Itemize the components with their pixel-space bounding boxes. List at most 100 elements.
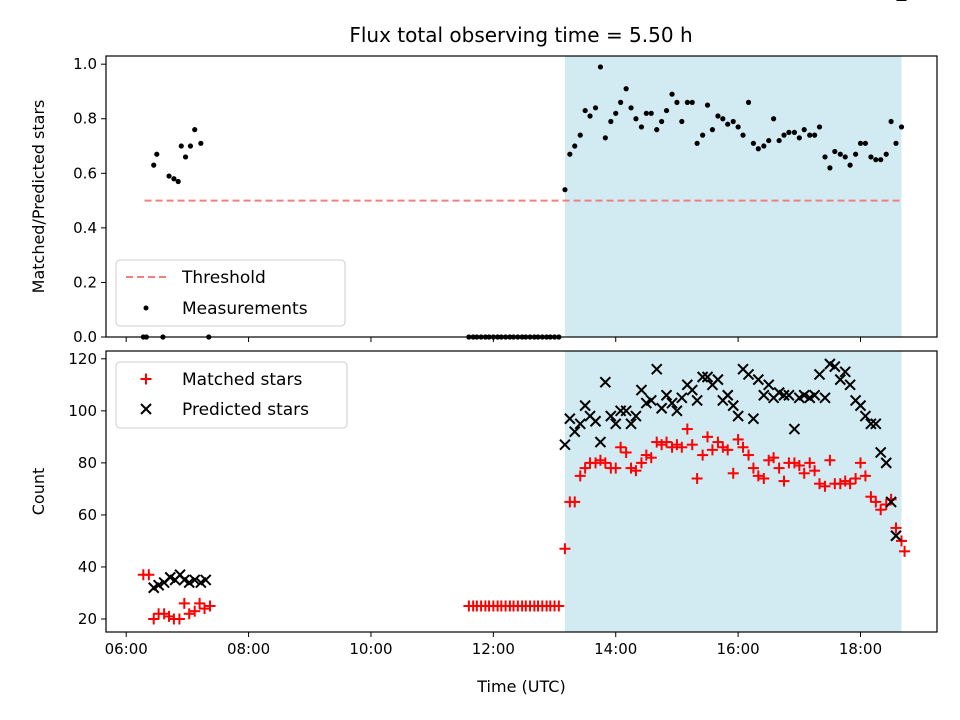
predicted-star-point	[854, 399, 867, 412]
predicted-star-point	[798, 389, 810, 401]
matched-star-point	[630, 465, 642, 477]
predicted-star-point	[885, 496, 897, 508]
matched-star-point	[875, 504, 887, 516]
predicted-star-point	[788, 423, 801, 435]
matched-star-point	[559, 543, 571, 555]
y-tick-label: 60	[78, 506, 97, 524]
predicted-star-point	[808, 389, 821, 401]
measurement-point	[618, 99, 624, 105]
x-tick-label: 18:00	[839, 640, 882, 658]
matched-star-point	[839, 475, 851, 487]
predicted-star-point	[625, 418, 637, 430]
predicted-star-point	[763, 379, 775, 391]
top-y-axis-label: Matched/Predicted stars	[29, 100, 48, 294]
predicted-star-point	[635, 384, 648, 396]
matched-star-point	[859, 470, 871, 482]
matched-star-point	[569, 496, 581, 508]
matched-star-point	[717, 441, 729, 453]
x-tick-label: 14:00	[594, 640, 637, 658]
matched-star-point	[752, 470, 764, 482]
y-tick-label: 0.6	[73, 164, 97, 182]
top-y-axis: 0.0 0.2 0.4 0.6 0.8 1.0	[73, 55, 106, 346]
matched-star-point	[804, 457, 816, 469]
matched-star-point	[743, 449, 755, 461]
predicted-star-point	[152, 579, 165, 591]
matched-star-point	[850, 472, 862, 484]
measurement-point	[684, 99, 690, 105]
measurement-point	[832, 148, 838, 155]
bottom-legend-box	[115, 361, 348, 429]
matched-star-point	[747, 462, 759, 474]
matched-star-point	[671, 439, 683, 451]
matched-star-point	[645, 452, 657, 464]
matched-star-point	[610, 462, 622, 474]
measurement-point	[659, 118, 665, 125]
matched-star-point	[773, 462, 785, 474]
matched-star-point	[143, 569, 155, 581]
y-tick-label: 1.0	[73, 55, 97, 73]
predicted-star-point	[870, 418, 882, 430]
measurement-point	[689, 99, 695, 105]
measurement-point	[648, 110, 654, 116]
matched-star-point	[819, 480, 831, 492]
measurement-point	[608, 118, 614, 125]
measurement-point	[740, 132, 746, 138]
matched-star-point	[574, 470, 586, 482]
matched-star-point	[814, 478, 826, 490]
measurement-point	[674, 99, 680, 105]
predicted-star-point	[569, 425, 581, 438]
matched-star-point	[625, 462, 637, 474]
matched-star-point	[737, 441, 749, 453]
matched-star-point	[620, 446, 632, 458]
predicted-star-point	[594, 436, 607, 448]
y-tick-label: 40	[78, 558, 97, 576]
predicted-star-point	[747, 412, 760, 425]
y-tick-label: 80	[78, 454, 97, 472]
predicted-star-point	[630, 410, 642, 422]
predicted-star-point	[655, 402, 668, 414]
predicted-star-point	[874, 446, 887, 459]
predicted-star-point	[834, 373, 847, 386]
measurement-point	[643, 110, 649, 116]
predicted-star-point	[605, 410, 617, 422]
predicted-star-point	[183, 576, 195, 589]
measurement-point	[709, 127, 716, 133]
predicted-star-point	[671, 405, 683, 417]
matched-star-point	[798, 467, 810, 479]
legend-cross-marker	[140, 403, 152, 415]
matched-star-point	[778, 475, 790, 487]
top-legend-box	[115, 259, 346, 327]
matched-star-point	[178, 597, 190, 609]
measurement-point	[638, 124, 645, 130]
measurement-point	[853, 151, 859, 157]
measurement-point	[781, 132, 787, 138]
measurement-point	[663, 107, 670, 114]
predicted-star-point	[676, 392, 688, 404]
legend-predicted-swatch	[140, 403, 152, 415]
predicted-star-point	[666, 397, 678, 409]
measurement-point	[700, 132, 706, 138]
predicted-star-point	[620, 405, 632, 417]
measurement-point	[679, 118, 685, 125]
measurement-point	[592, 105, 599, 111]
measurement-point	[786, 129, 792, 135]
predicted-star-point	[844, 379, 856, 391]
y-tick-label: 100	[68, 402, 97, 420]
x-tick-label: 06:00	[105, 640, 148, 658]
predicted-star-point	[859, 410, 872, 422]
measurement-point	[628, 105, 634, 111]
measurement-point	[730, 118, 736, 125]
measurement-point	[888, 118, 894, 125]
matched-star-point	[194, 597, 206, 609]
matched-star-point	[890, 522, 902, 534]
measurement-point	[796, 135, 802, 141]
measurement-point	[862, 140, 869, 146]
measurement-point	[178, 143, 184, 149]
measurement-point	[166, 173, 172, 179]
bottom-y-axis: 20 40 60 80 100 120	[68, 350, 106, 628]
legend-measurements-swatch	[143, 305, 149, 311]
matched-star-point	[722, 444, 734, 456]
measurement-point	[175, 178, 181, 185]
top-legend: Threshold Measurements	[115, 259, 346, 327]
y-tick-label: 0.2	[73, 273, 97, 291]
